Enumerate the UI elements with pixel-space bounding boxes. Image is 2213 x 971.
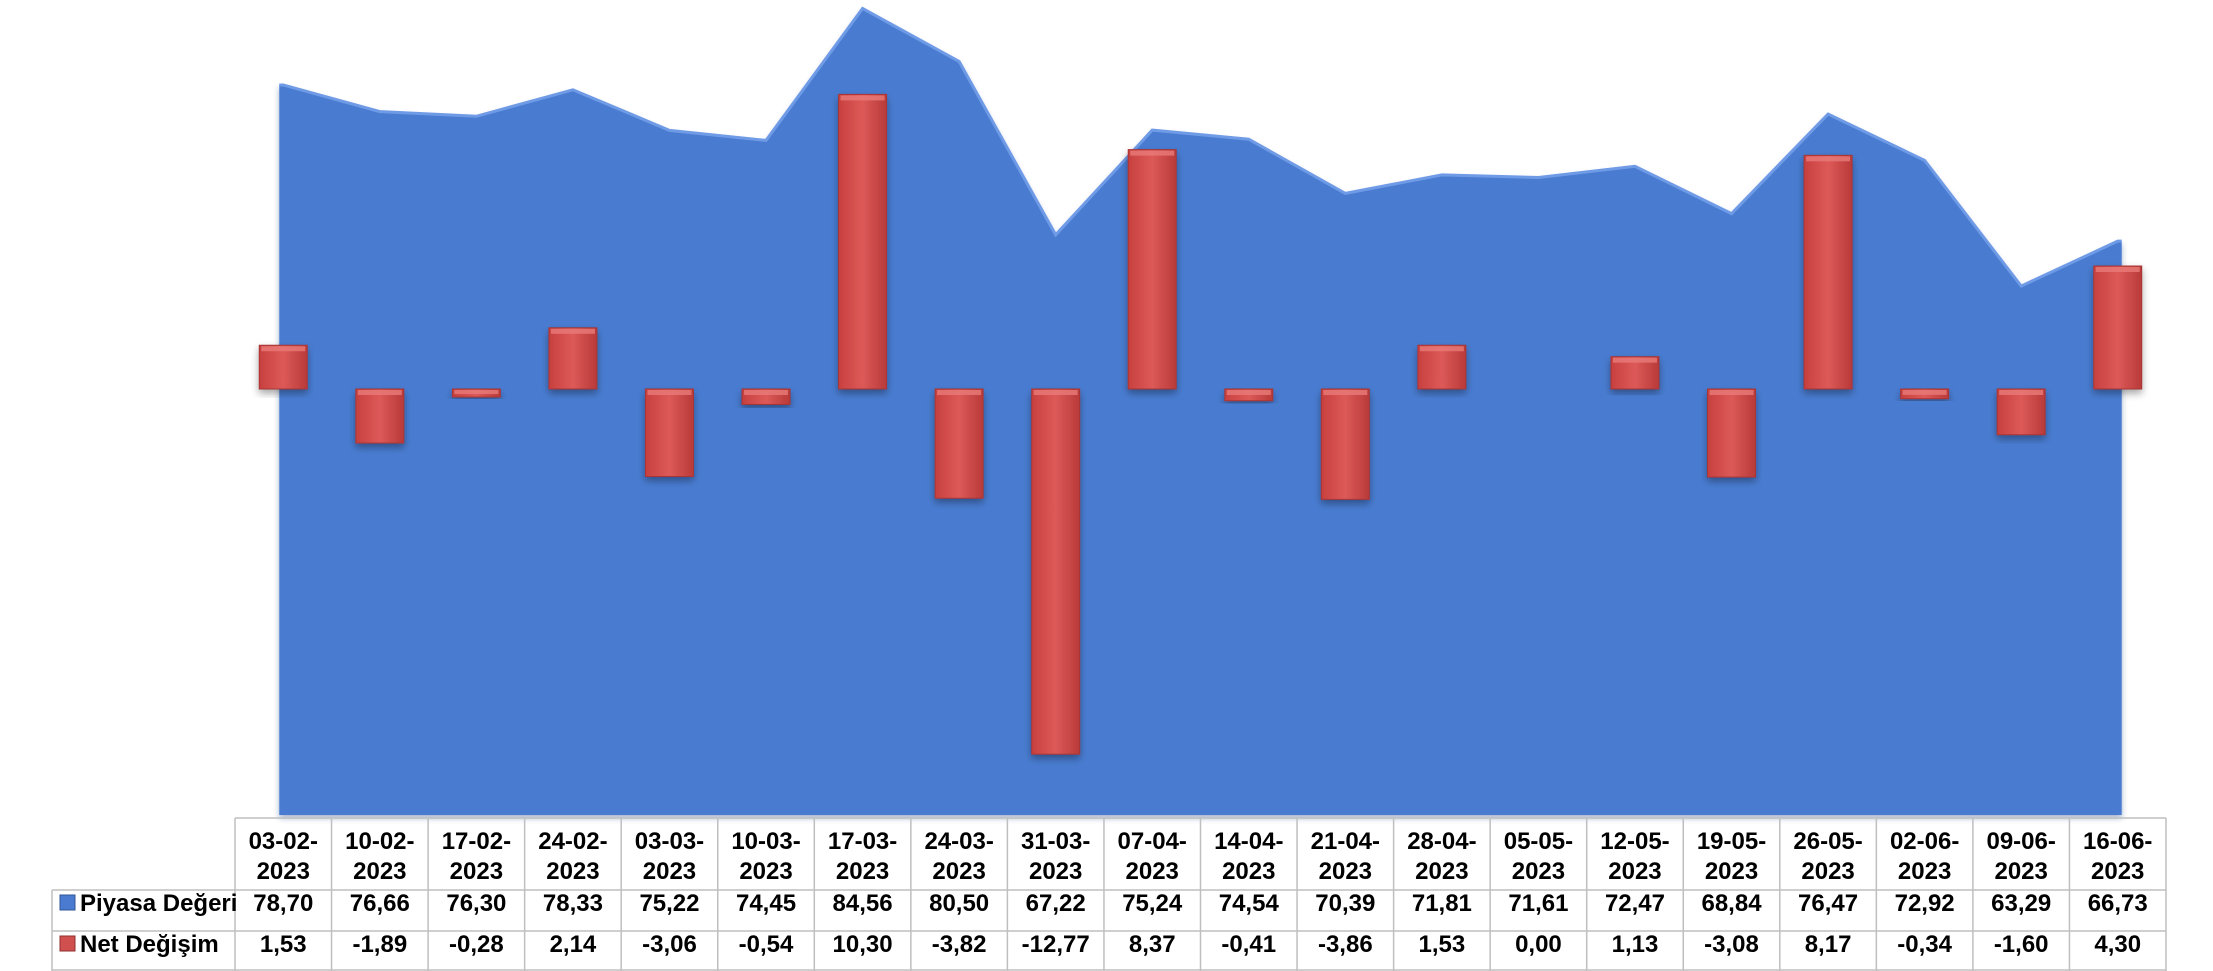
tick-label-14: 12-05-2023 [1600,828,1669,885]
value-piyasa-degeri-1: 76,66 [350,890,410,917]
tick-label-12: 28-04-2023 [1407,828,1476,885]
value-piyasa-degeri-17: 72,92 [1895,890,1955,917]
value-piyasa-degeri-3: 78,33 [543,890,603,917]
bar-net-degisim-19 [2093,265,2143,390]
tick-label-6: 17-03-2023 [828,828,897,885]
tick-label-4: 03-03-2023 [635,828,704,885]
bar-net-degisim-16 [1803,154,1853,390]
bar-net-degisim-1 [355,388,405,444]
tick-label-13: 05-05-2023 [1504,828,1573,885]
tick-label-11: 21-04-2023 [1311,828,1380,885]
value-piyasa-degeri-18: 63,29 [1991,890,2051,917]
data-table: 03-02-2023 10-02-2023 17-02-2023 24-02-2023… [51,817,2167,971]
bar-net-degisim-18 [1996,388,2046,436]
tick-label-8: 31-03-2023 [1021,828,1090,885]
value-piyasa-degeri-14: 72,47 [1605,890,1665,917]
tick-label-9: 07-04-2023 [1118,828,1187,885]
tick-label-0: 03-02-2023 [249,828,318,885]
value-net-degisim-7: -3,82 [932,931,987,958]
value-piyasa-degeri-2: 76,30 [446,890,506,917]
tick-label-10: 14-04-2023 [1214,828,1283,885]
tick-label-18: 09-06-2023 [1986,828,2055,885]
bar-net-degisim-14 [1610,356,1660,390]
value-piyasa-degeri-12: 71,81 [1412,890,1472,917]
bar-net-degisim-15 [1707,388,1757,478]
value-net-degisim-3: 2,14 [550,931,597,958]
value-net-degisim-5: -0,54 [739,931,794,958]
bar-net-degisim-3 [548,327,598,390]
bar-net-degisim-6 [838,93,888,390]
value-net-degisim-9: 8,37 [1129,931,1176,958]
tick-label-1: 10-02-2023 [345,828,414,885]
value-net-degisim-0: 1,53 [260,931,307,958]
value-net-degisim-15: -3,08 [1704,931,1759,958]
bar-net-degisim-9 [1127,149,1177,390]
bar-net-degisim-12 [1417,344,1467,390]
bar-net-degisim-2 [451,388,501,398]
value-piyasa-degeri-0: 78,70 [253,890,313,917]
value-net-degisim-10: -0,41 [1221,931,1276,958]
value-net-degisim-19: 4,30 [2094,931,2141,958]
bar-net-degisim-17 [1900,388,1950,400]
area-series-layer [279,6,2122,815]
bar-series-layer [258,93,2143,755]
bar-net-degisim-0 [258,344,308,390]
bar-net-degisim-8 [1031,388,1081,755]
value-net-degisim-13: 0,00 [1515,931,1562,958]
bar-net-degisim-11 [1320,388,1370,500]
tick-label-5: 10-03-2023 [731,828,800,885]
value-piyasa-degeri-9: 75,24 [1122,890,1183,917]
tick-label-19: 16-06-2023 [2083,828,2152,885]
tick-label-15: 19-05-2023 [1697,828,1766,885]
value-piyasa-degeri-15: 68,84 [1701,890,1762,917]
value-net-degisim-18: -1,60 [1994,931,2049,958]
tick-label-16: 26-05-2023 [1793,828,1862,885]
value-net-degisim-12: 1,53 [1419,931,1466,958]
value-net-degisim-4: -3,06 [642,931,697,958]
value-net-degisim-11: -3,86 [1318,931,1373,958]
value-piyasa-degeri-13: 71,61 [1508,890,1568,917]
bar-net-degisim-4 [644,388,694,478]
legend-piyasa-degeri-key [59,894,76,911]
tick-label-17: 02-06-2023 [1890,828,1959,885]
area-piyasa-degeri [279,8,2122,815]
value-piyasa-degeri-16: 76,47 [1798,890,1858,917]
value-net-degisim-2: -0,28 [449,931,504,958]
value-piyasa-degeri-5: 74,45 [736,890,796,917]
value-net-degisim-1: -1,89 [352,931,407,958]
value-net-degisim-6: 10,30 [833,931,893,958]
value-net-degisim-8: -12,77 [1022,931,1090,958]
tick-label-7: 24-03-2023 [924,828,993,885]
value-net-degisim-14: 1,13 [1612,931,1659,958]
bar-net-degisim-5 [741,388,791,405]
value-net-degisim-16: 8,17 [1805,931,1852,958]
value-piyasa-degeri-7: 80,50 [929,890,989,917]
value-piyasa-degeri-19: 66,73 [2088,890,2148,917]
tick-label-3: 24-02-2023 [538,828,607,885]
legend-net-degisim-label: Net Değişim [80,931,219,958]
bar-net-degisim-10 [1224,388,1274,402]
bar-net-degisim-7 [934,388,984,499]
value-piyasa-degeri-10: 74,54 [1219,890,1280,917]
tick-label-2: 17-02-2023 [442,828,511,885]
value-piyasa-degeri-8: 67,22 [1026,890,1086,917]
value-piyasa-degeri-11: 70,39 [1315,890,1375,917]
legend-net-degisim-key [59,935,76,952]
legend-piyasa-degeri-label: Piyasa Değeri [80,890,237,917]
value-net-degisim-17: -0,34 [1897,931,1952,958]
area-top-edge [279,6,2122,288]
value-piyasa-degeri-6: 84,56 [833,890,893,917]
value-piyasa-degeri-4: 75,22 [639,890,699,917]
